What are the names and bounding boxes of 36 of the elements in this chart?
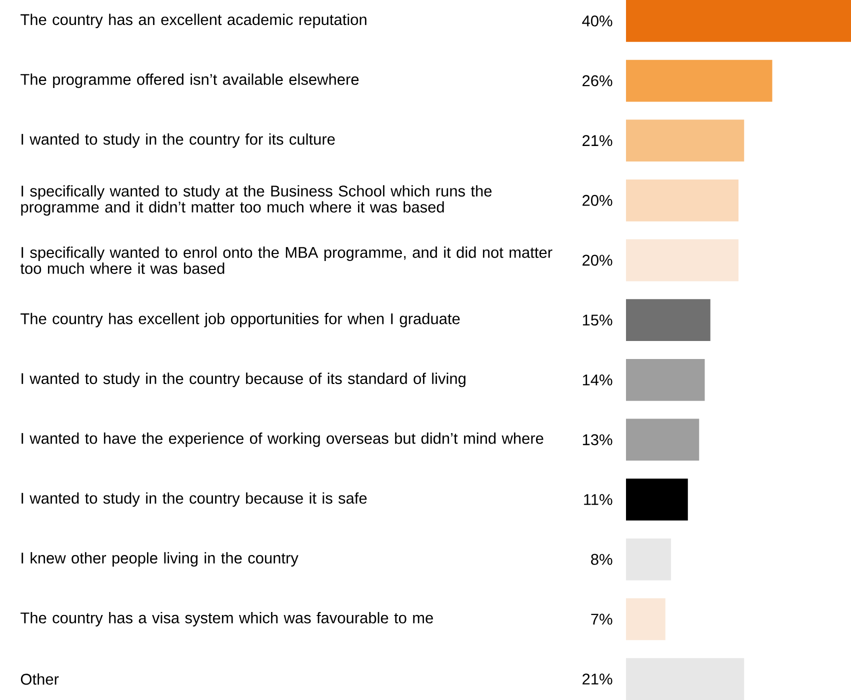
- data-label: 40%: [582, 15, 612, 26]
- data-label: 7%: [591, 614, 612, 625]
- y-tick-label: I wanted to study in the country because of its standard of living: [22, 372, 466, 388]
- y-tick-label: I specifically wanted to study at the Business School which runs the programme and it didn’t matter too much where it was based: [21, 185, 492, 216]
- data-label: 14%: [582, 374, 612, 386]
- y-tick-label: Other: [20, 673, 59, 685]
- data-label: 15%: [582, 314, 612, 326]
- y-tick-label: I specifically wanted to enrol onto the MBA programme, and it did not matter too much where it was based: [20, 246, 552, 274]
- bar: [626, 60, 772, 102]
- y-tick-label: The country has excellent job opportunities for when I graduate: [20, 312, 460, 328]
- bar: [626, 658, 744, 700]
- bar: [626, 120, 744, 162]
- y-tick-label: I wanted to study in the country for its culture: [22, 133, 335, 148]
- bar: [626, 299, 710, 342]
- bar: [626, 179, 738, 222]
- y-tick-label: The country has an excellent academic reputation: [20, 14, 366, 28]
- data-label: 8%: [591, 554, 612, 565]
- data-label: 26%: [582, 75, 612, 86]
- data-label: 21%: [582, 135, 612, 146]
- data-label: 11%: [584, 494, 612, 505]
- data-label: 20%: [582, 254, 612, 266]
- bar: [626, 358, 705, 401]
- y-tick-label: I knew other people living in the country: [22, 552, 298, 567]
- bar: [626, 418, 700, 461]
- data-label: 20%: [582, 194, 612, 206]
- data-label: 21%: [582, 674, 612, 685]
- bar: [626, 0, 851, 42]
- bar: [626, 538, 671, 580]
- bar: [626, 598, 666, 640]
- y-tick-label: I wanted to study in the country because it is safe: [22, 492, 367, 507]
- data-label: 13%: [582, 434, 612, 446]
- y-tick-label: The country has a visa system which was favourable to me: [20, 612, 433, 626]
- bar: [626, 478, 688, 521]
- y-tick-label: The programme offered isn’t available elsewhere: [20, 74, 359, 88]
- y-tick-label: I wanted to have the experience of working overseas but didn’t mind where: [22, 432, 544, 447]
- bar: [626, 239, 738, 282]
